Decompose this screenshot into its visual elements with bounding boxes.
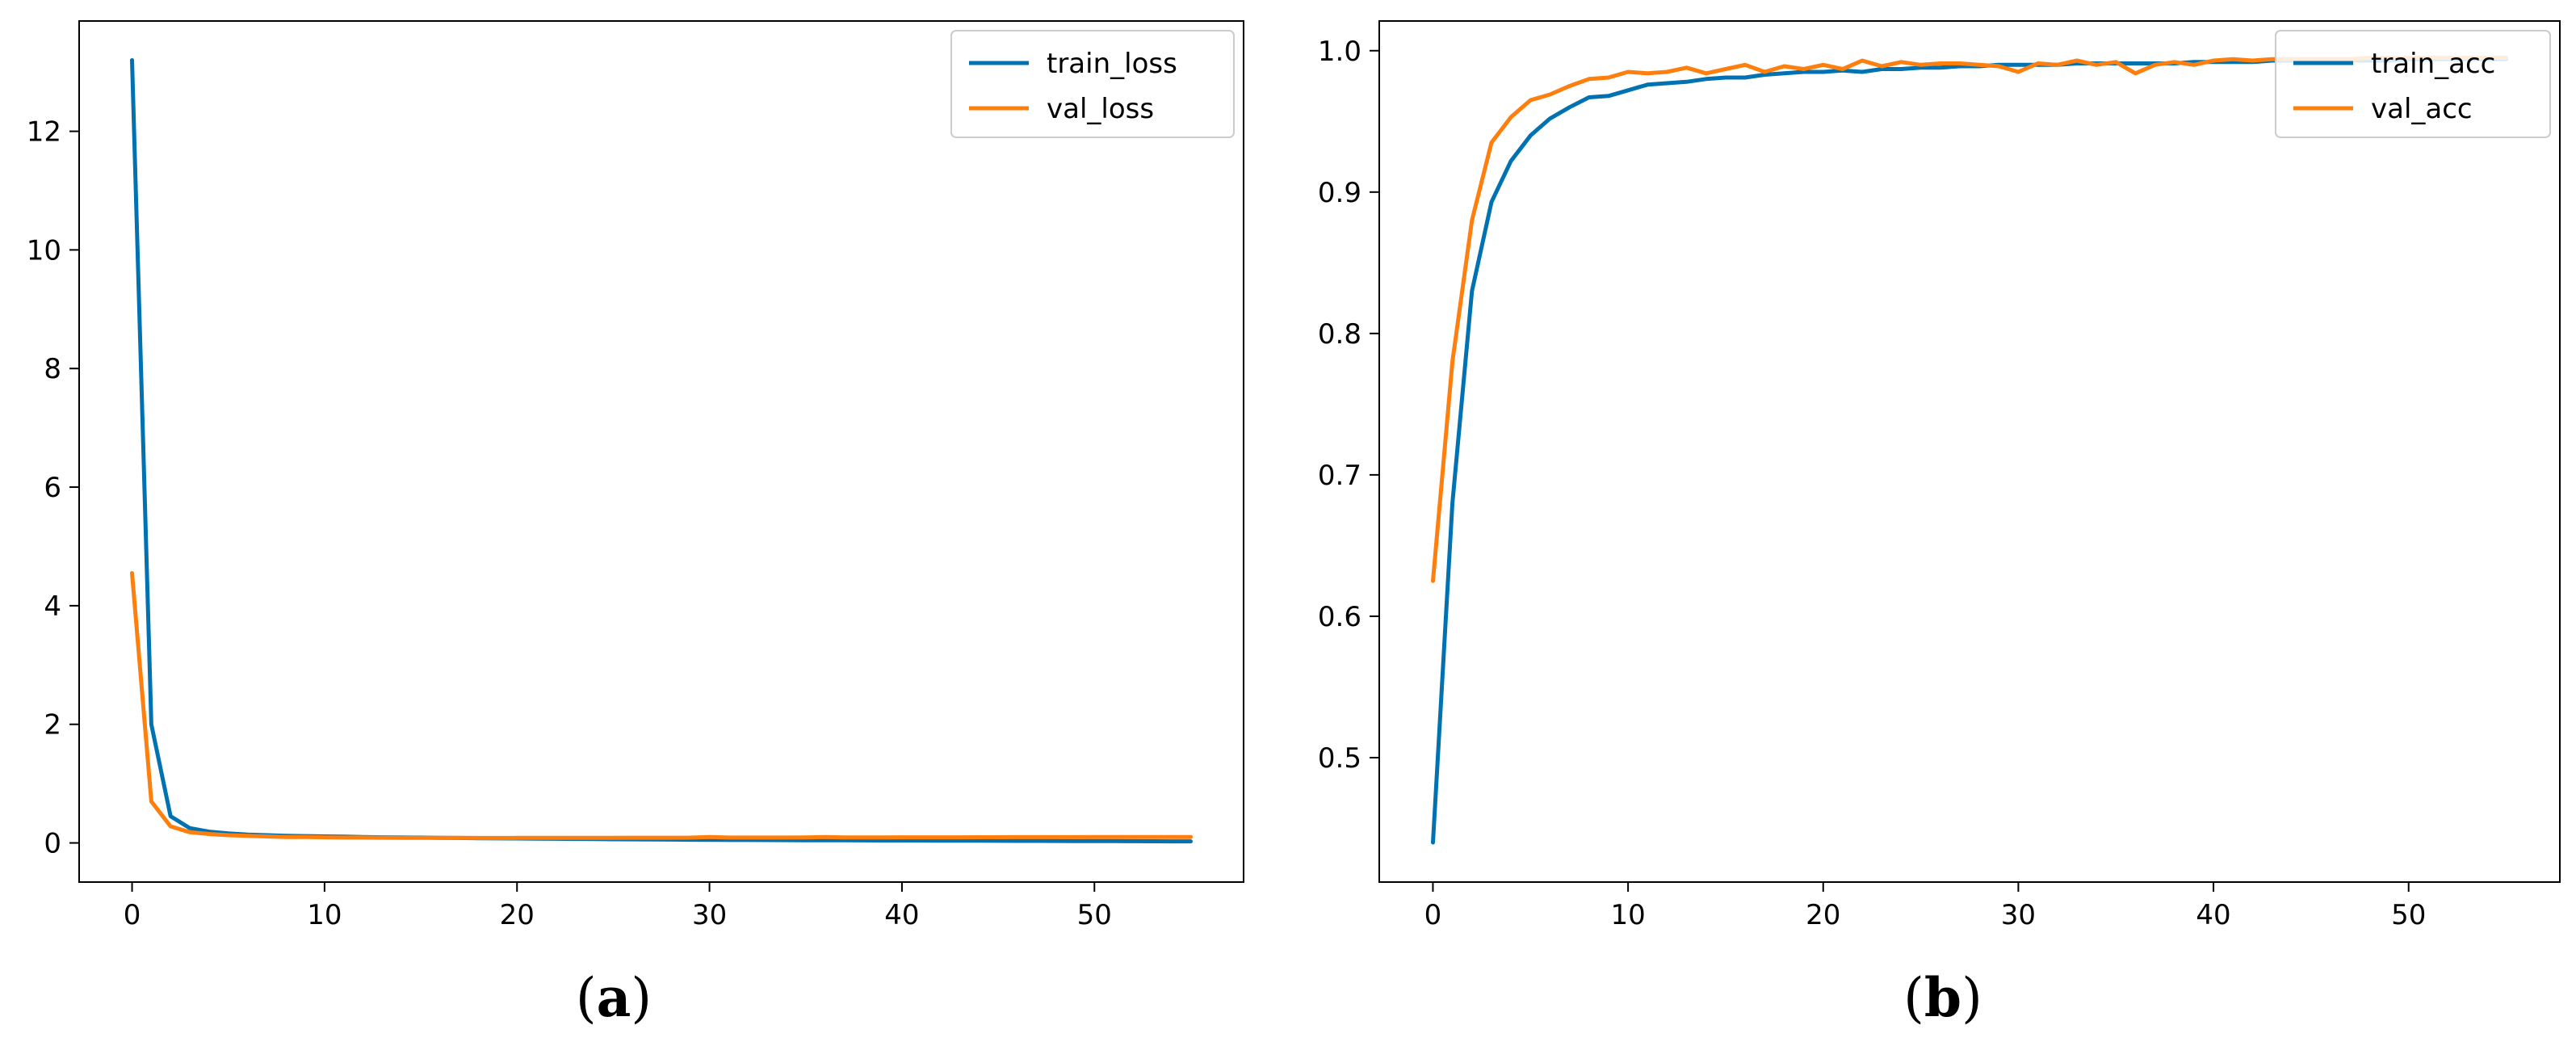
plot-lines <box>130 58 1193 844</box>
y-tick-label: 12 <box>27 116 61 149</box>
y-tick-label: 0 <box>44 828 61 860</box>
y-tick-label: 8 <box>44 353 61 385</box>
legend-box <box>2275 30 2551 138</box>
x-tick-label: 40 <box>884 899 919 931</box>
x-tick-label: 10 <box>1610 899 1645 931</box>
y-tick-label: 10 <box>27 234 61 267</box>
x-tick-label: 50 <box>2391 899 2426 931</box>
axes-frame <box>78 20 1244 883</box>
x-tick-label: 0 <box>124 899 141 931</box>
y-tick-label: 4 <box>44 590 61 623</box>
x-tick-label: 20 <box>500 899 535 931</box>
x-tick-label: 20 <box>1806 899 1840 931</box>
y-tick-label: 1.0 <box>1318 36 1361 68</box>
panel-b: 0 10 20 30 40 50 0.5 0.6 0.7 0.8 0.9 1.0 train_accva… <box>1318 20 2561 1029</box>
axes-frame <box>1378 20 2561 883</box>
y-tick-label: 0.8 <box>1318 318 1361 351</box>
x-tick-label: 0 <box>1424 899 1442 931</box>
legend-box <box>950 30 1235 138</box>
y-tick-label: 0.7 <box>1318 460 1361 492</box>
legend-label-train_loss: train_loss <box>1047 48 1177 80</box>
y-tick-label: 0.5 <box>1318 742 1361 775</box>
panel-a: 0 10 20 30 40 50 0 2 4 6 8 10 12 train_loss val_loss (a… <box>27 20 1244 1029</box>
y-tick-label: 6 <box>44 472 61 504</box>
y-tick-label: 0.6 <box>1318 601 1361 633</box>
x-tick-label: 40 <box>2196 899 2230 931</box>
legend-label-val_loss: val_loss <box>1047 93 1154 125</box>
legend: train_loss val_loss <box>950 30 1235 138</box>
x-tick-label: 10 <box>307 899 342 931</box>
x-tick-label: 30 <box>692 899 727 931</box>
panel-caption: (b) <box>1903 966 1982 1029</box>
legend-label-train_acc: train_acc <box>2371 48 2495 80</box>
y-tick-label: 2 <box>44 709 61 742</box>
y-tick-label: 0.9 <box>1318 177 1361 209</box>
legend: train_acc val_acc <box>2275 30 2551 138</box>
series-line-val_loss <box>130 571 1193 840</box>
x-tick-label: 50 <box>1077 899 1112 931</box>
panel-caption: (a) <box>576 966 652 1029</box>
x-tick-label: 30 <box>2001 899 2036 931</box>
legend-label-val_acc: val_acc <box>2371 93 2473 125</box>
